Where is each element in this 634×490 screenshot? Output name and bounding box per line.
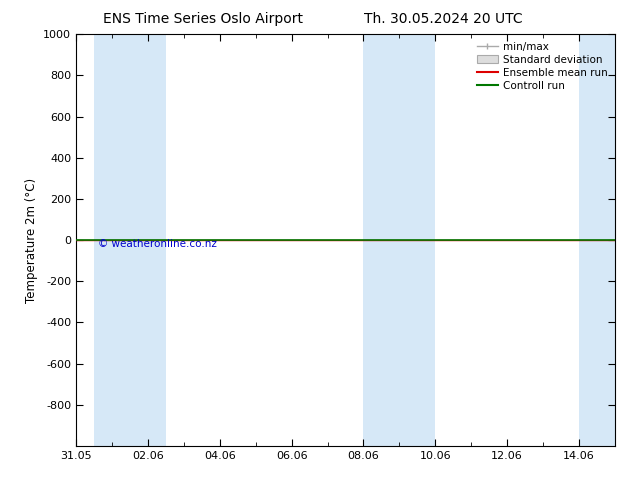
Text: © weatheronline.co.nz: © weatheronline.co.nz [98, 239, 216, 249]
Bar [399, 34, 436, 446]
Text: ENS Time Series Oslo Airport: ENS Time Series Oslo Airport [103, 12, 303, 26]
Bar [94, 34, 130, 446]
Text: Th. 30.05.2024 20 UTC: Th. 30.05.2024 20 UTC [365, 12, 523, 26]
Bar [579, 34, 615, 446]
Y-axis label: Temperature 2m (°C): Temperature 2m (°C) [25, 177, 37, 303]
Bar [363, 34, 399, 446]
Legend: min/max, Standard deviation, Ensemble mean run, Controll run: min/max, Standard deviation, Ensemble me… [473, 37, 612, 95]
Bar [130, 34, 166, 446]
